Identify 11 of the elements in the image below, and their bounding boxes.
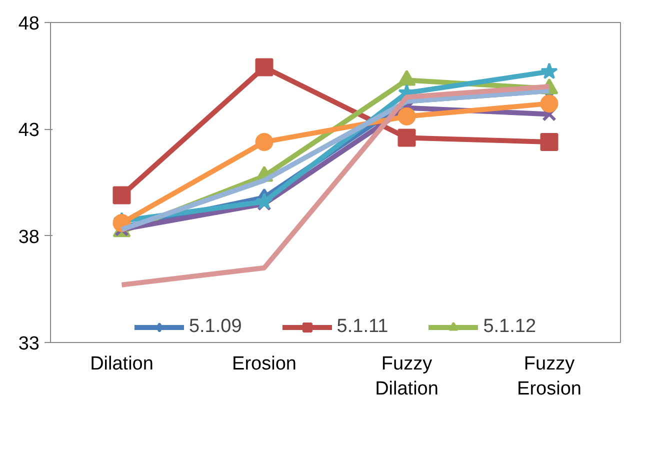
y-tick-label: 38 [18, 226, 40, 248]
y-tick-label: 48 [18, 14, 40, 34]
x-tick-label: Erosion [232, 354, 296, 374]
x-tick-label: Fuzzy Dilation [375, 354, 438, 400]
x-tick-label: Dilation [90, 354, 154, 374]
legend-label: 5.1.11 [336, 316, 388, 338]
legend-label: 5.1.12 [483, 316, 536, 338]
x-tick-label: Fuzzy Erosion [517, 354, 582, 400]
y-tick-label: 33 [18, 334, 40, 354]
y-tick-label: 43 [18, 120, 40, 142]
legend-label: 5.1.09 [188, 316, 242, 338]
